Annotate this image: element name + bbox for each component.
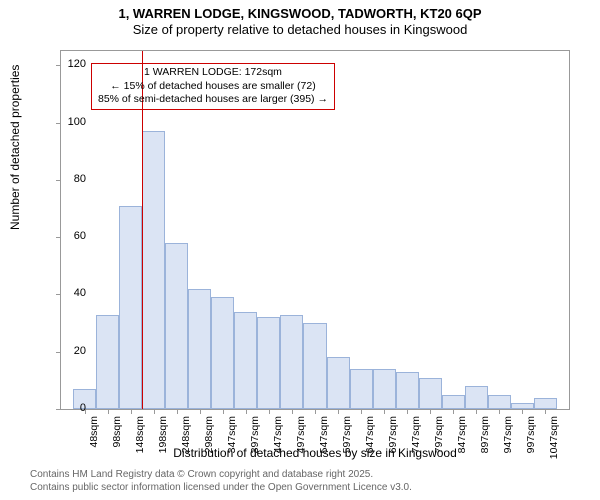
xtick-label: 847sqm [456, 416, 468, 453]
histogram-bar [396, 372, 419, 409]
y-axis-label: Number of detached properties [8, 65, 22, 230]
ytick-mark [56, 180, 61, 181]
histogram-bar [373, 369, 396, 409]
xtick-label: 397sqm [249, 416, 261, 453]
xtick-label: 997sqm [525, 416, 537, 453]
xtick-label: 347sqm [226, 416, 238, 453]
xtick-mark [476, 409, 477, 414]
xtick-mark [177, 409, 178, 414]
xtick-label: 747sqm [410, 416, 422, 453]
xtick-label: 697sqm [387, 416, 399, 453]
ytick-mark [56, 237, 61, 238]
histogram-bar [327, 357, 350, 409]
histogram-bar [465, 386, 488, 409]
histogram-bar [280, 315, 303, 410]
xtick-mark [499, 409, 500, 414]
footer-line1: Contains HM Land Registry data © Crown c… [30, 469, 412, 482]
ytick-label: 80 [62, 173, 86, 185]
xtick-mark [292, 409, 293, 414]
xtick-mark [315, 409, 316, 414]
annotation-box: 1 WARREN LODGE: 172sqm← 15% of detached … [91, 63, 335, 110]
xtick-mark [269, 409, 270, 414]
title-line1: 1, WARREN LODGE, KINGSWOOD, TADWORTH, KT… [0, 6, 600, 22]
histogram-bar [257, 317, 280, 409]
histogram-bar [119, 206, 142, 409]
xtick-label: 1047sqm [548, 416, 560, 459]
title-line2: Size of property relative to detached ho… [0, 22, 600, 38]
xtick-label: 298sqm [203, 416, 215, 453]
xtick-mark [246, 409, 247, 414]
ytick-label: 120 [62, 58, 86, 70]
attribution-footer: Contains HM Land Registry data © Crown c… [30, 469, 412, 494]
histogram-bar [419, 378, 442, 410]
annotation-line2: ← 15% of detached houses are smaller (72… [98, 80, 328, 94]
xtick-label: 148sqm [134, 416, 146, 453]
xtick-label: 897sqm [479, 416, 491, 453]
xtick-mark [430, 409, 431, 414]
ytick-mark [56, 294, 61, 295]
ytick-label: 100 [62, 116, 86, 128]
xtick-mark [131, 409, 132, 414]
histogram-bar [188, 289, 211, 409]
xtick-label: 248sqm [180, 416, 192, 453]
footer-line2: Contains public sector information licen… [30, 482, 412, 495]
plot-area: 1 WARREN LODGE: 172sqm← 15% of detached … [60, 50, 570, 410]
xtick-label: 98sqm [111, 416, 123, 448]
histogram-bar [142, 131, 165, 409]
xtick-label: 547sqm [318, 416, 330, 453]
xtick-mark [453, 409, 454, 414]
xtick-mark [407, 409, 408, 414]
histogram-bar [303, 323, 326, 409]
xtick-label: 597sqm [341, 416, 353, 453]
xtick-label: 647sqm [364, 416, 376, 453]
ytick-label: 20 [62, 345, 86, 357]
xtick-mark [522, 409, 523, 414]
histogram-bar [488, 395, 511, 409]
ytick-mark [56, 352, 61, 353]
histogram-bar [442, 395, 465, 409]
xtick-mark [384, 409, 385, 414]
ytick-mark [56, 65, 61, 66]
xtick-mark [223, 409, 224, 414]
xtick-label: 797sqm [433, 416, 445, 453]
ytick-mark [56, 123, 61, 124]
xtick-mark [545, 409, 546, 414]
histogram-bar [211, 297, 234, 409]
xtick-mark [154, 409, 155, 414]
xtick-label: 497sqm [295, 416, 307, 453]
ytick-label: 0 [62, 402, 86, 414]
histogram-bar [165, 243, 188, 409]
histogram-bar [350, 369, 373, 409]
histogram-bar [234, 312, 257, 409]
xtick-mark [338, 409, 339, 414]
ytick-label: 40 [62, 287, 86, 299]
xtick-label: 947sqm [502, 416, 514, 453]
annotation-line1: 1 WARREN LODGE: 172sqm [98, 66, 328, 80]
xtick-mark [200, 409, 201, 414]
xtick-mark [108, 409, 109, 414]
histogram-bar [534, 398, 557, 409]
xtick-label: 48sqm [88, 416, 100, 448]
histogram-bar [96, 315, 119, 410]
annotation-line3: 85% of semi-detached houses are larger (… [98, 93, 328, 107]
xtick-mark [361, 409, 362, 414]
ytick-label: 60 [62, 230, 86, 242]
chart-title: 1, WARREN LODGE, KINGSWOOD, TADWORTH, KT… [0, 0, 600, 39]
ytick-mark [56, 409, 61, 410]
xtick-label: 198sqm [157, 416, 169, 453]
xtick-label: 447sqm [272, 416, 284, 453]
